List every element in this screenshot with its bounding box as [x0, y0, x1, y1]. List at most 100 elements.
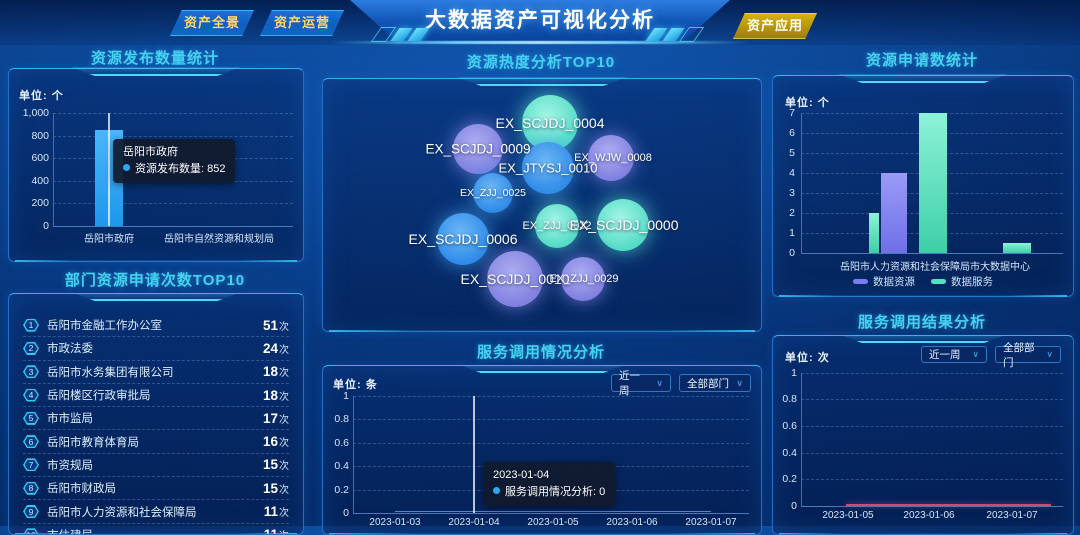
title-glow-line [330, 41, 750, 44]
y-axis-line [801, 113, 802, 253]
bubble-ex-scjdj-0000[interactable] [597, 199, 649, 251]
tooltip-value: 资源发布数量: 852 [123, 161, 225, 178]
rank-badge: 9 [23, 505, 39, 519]
time-range-select[interactable]: 近一周 ∨ [921, 346, 987, 363]
chevron-down-icon: ∨ [656, 377, 663, 388]
bubble-label: EX_SCJDJ_0004 [495, 115, 605, 131]
panel-title-publish-stats: 资源发布数量统计 [90, 50, 219, 67]
rank-badge: 6 [23, 435, 39, 449]
y-axis-line [801, 373, 802, 506]
bubble-label: EX_SCJDJ_0006 [408, 231, 518, 247]
panel-apply-stats: 单位: 个 7 6 5 4 3 2 1 0 岳阳市人力资源和社会保障局市大数据 [772, 75, 1074, 297]
y-axis-line [53, 113, 54, 226]
panel-title-service-call: 服务调用情况分析 [476, 344, 605, 361]
rank-badge: 4 [23, 388, 39, 402]
time-range-select[interactable]: 近一周 ∨ [611, 370, 671, 397]
bubble-ex-zjj-0032[interactable] [535, 204, 579, 248]
panel-title-call-result: 服务调用结果分析 [857, 314, 986, 331]
bar-data-service-2[interactable] [869, 213, 879, 253]
series-line-call-result[interactable] [846, 504, 1051, 506]
rank-badge: 7 [23, 458, 39, 472]
legend-swatch [853, 279, 868, 284]
tooltip-title: 2023-01-04 [493, 469, 550, 481]
rank-badge: 3 [23, 365, 39, 379]
unit-label: 单位: 个 [19, 90, 64, 102]
list-item: 1 岳阳市金融工作办公室 51 次 [23, 314, 289, 338]
x-axis-line [353, 513, 749, 514]
tab-asset-application[interactable]: 资产应用 [733, 13, 817, 39]
tooltip-publish: 岳阳市政府 资源发布数量: 852 [113, 139, 236, 184]
panel-publish-stats: 单位: 个 1,000 800 600 400 200 0 岳阳市政府 资源发布… [8, 68, 304, 262]
dept-list: 1 岳阳市金融工作办公室 51 次 2 市政法委 24 次 3 岳阳市水务集团有限公… [23, 314, 289, 534]
legend: 数据资源 数据服务 [773, 274, 1073, 289]
series-line-zero[interactable] [395, 511, 711, 512]
x-axis-labels: 岳阳市人力资源和社会保障局市大数据中心 [803, 257, 1067, 275]
bubble-ex-zjj-0025[interactable] [473, 173, 513, 213]
crosshair-line [108, 113, 110, 226]
department-select[interactable]: 全部部门 ∨ [995, 342, 1061, 369]
x-label-bigdata-center: 市大数据中心 [970, 262, 1030, 273]
bubble-label: EX_ZJJ_0025 [460, 187, 526, 199]
tooltip-value: 服务调用情况分析: 0 [493, 484, 605, 501]
list-item: 10 市住建局 11次 [23, 524, 289, 534]
panel-dept-top10: 1 岳阳市金融工作办公室 51 次 2 市政法委 24 次 3 岳阳市水务集团有限公… [8, 293, 304, 535]
series-dot-icon [493, 487, 500, 495]
bubble-label: EX_SCJDJ_0010 [460, 271, 570, 287]
rank-badge: 2 [23, 341, 39, 355]
legend-swatch [931, 279, 946, 284]
x-axis-line [801, 253, 1063, 254]
unit-label: 单位: 条 [333, 379, 378, 391]
chevron-down-icon: ∨ [1046, 349, 1053, 359]
panel-title-dept-top10: 部门资源申请次数TOP10 [64, 272, 246, 289]
bubble-label: EX_JTYSJ_0010 [498, 160, 598, 176]
x-label-hrss: 岳阳市人力资源和社会保障局 [840, 262, 970, 273]
chevron-down-icon: ∨ [736, 377, 743, 388]
list-item: 3 岳阳市水务集团有限公司 18 次 [23, 361, 289, 384]
bubble-label: EX_SCJDJ_0000 [569, 217, 679, 233]
rank-badge: 5 [23, 411, 39, 425]
panel-call-result: 单位: 次 近一周 ∨ 全部部门 ∨ 1 0.8 0.6 0.4 0.2 0 202… [772, 335, 1074, 535]
page-title: 大数据资产可视化分析 [425, 9, 655, 32]
legend-item-data-resource[interactable]: 数据资源 [853, 274, 915, 289]
rank-badge: 10 [23, 528, 39, 534]
bubble-ex-scjdj-0009[interactable] [453, 124, 503, 174]
panel-heat-top10: EX_SCJDJ_0004 EX_SCJDJ_0009 EX_WJW_0008 … [322, 78, 762, 332]
tooltip-title: 岳阳市政府 [123, 146, 178, 158]
tooltip-service-call: 2023-01-04 服务调用情况分析: 0 [483, 462, 616, 507]
header-bar: 大数据资产可视化分析 资产全景 资产运营 资产应用 [0, 0, 1080, 45]
list-item: 4 岳阳楼区行政审批局 18 次 [23, 384, 289, 408]
x-axis-line [801, 506, 1063, 507]
chevron-down-icon: ∨ [972, 349, 979, 359]
decor-slashes-right [645, 26, 705, 42]
bubble-label: EX_ZJJ_0032 [522, 220, 592, 232]
legend-item-data-service[interactable]: 数据服务 [931, 274, 993, 289]
tab-asset-overview[interactable]: 资产全景 [170, 10, 254, 36]
bubble-ex-scjdj-0006[interactable] [437, 213, 489, 265]
bar-data-service-05[interactable] [1003, 243, 1031, 253]
decor-slashes-left [370, 26, 430, 42]
panel-title-apply-stats: 资源申请数统计 [865, 52, 978, 69]
unit-label: 单位: 次 [785, 352, 830, 364]
x-label-yueyang-gov: 岳阳市政府 [84, 234, 134, 245]
rank-badge: 1 [23, 318, 39, 332]
crosshair-line [473, 396, 475, 513]
bubble-label: EX_ZJJ_0029 [549, 273, 619, 285]
list-item: 5 市市监局 17 次 [23, 407, 289, 431]
bubble-ex-zjj-0029[interactable] [561, 257, 605, 301]
rank-badge: 8 [23, 481, 39, 495]
bubble-ex-jtysj-0010[interactable] [522, 142, 574, 194]
y-axis-line [353, 396, 354, 513]
department-select[interactable]: 全部部门 ∨ [679, 374, 751, 392]
panel-service-call: 单位: 条 近一周 ∨ 全部部门 ∨ 1 0.8 0.6 0.4 0.2 0 202… [322, 365, 762, 535]
panel-title-heat-top10: 资源热度分析TOP10 [466, 54, 616, 71]
series-dot-icon [123, 164, 130, 172]
bar-data-service-7[interactable] [919, 113, 947, 253]
bubble-ex-scjdj-0010[interactable] [487, 251, 543, 307]
list-item: 7 市资规局 15 次 [23, 454, 289, 478]
bubble-ex-wjw-0008[interactable] [588, 135, 634, 181]
tab-asset-operation[interactable]: 资产运营 [260, 10, 344, 36]
bar-data-resource-4[interactable] [881, 173, 907, 253]
bubble-ex-scjdj-0004[interactable] [522, 95, 578, 151]
x-axis-line [53, 226, 293, 227]
